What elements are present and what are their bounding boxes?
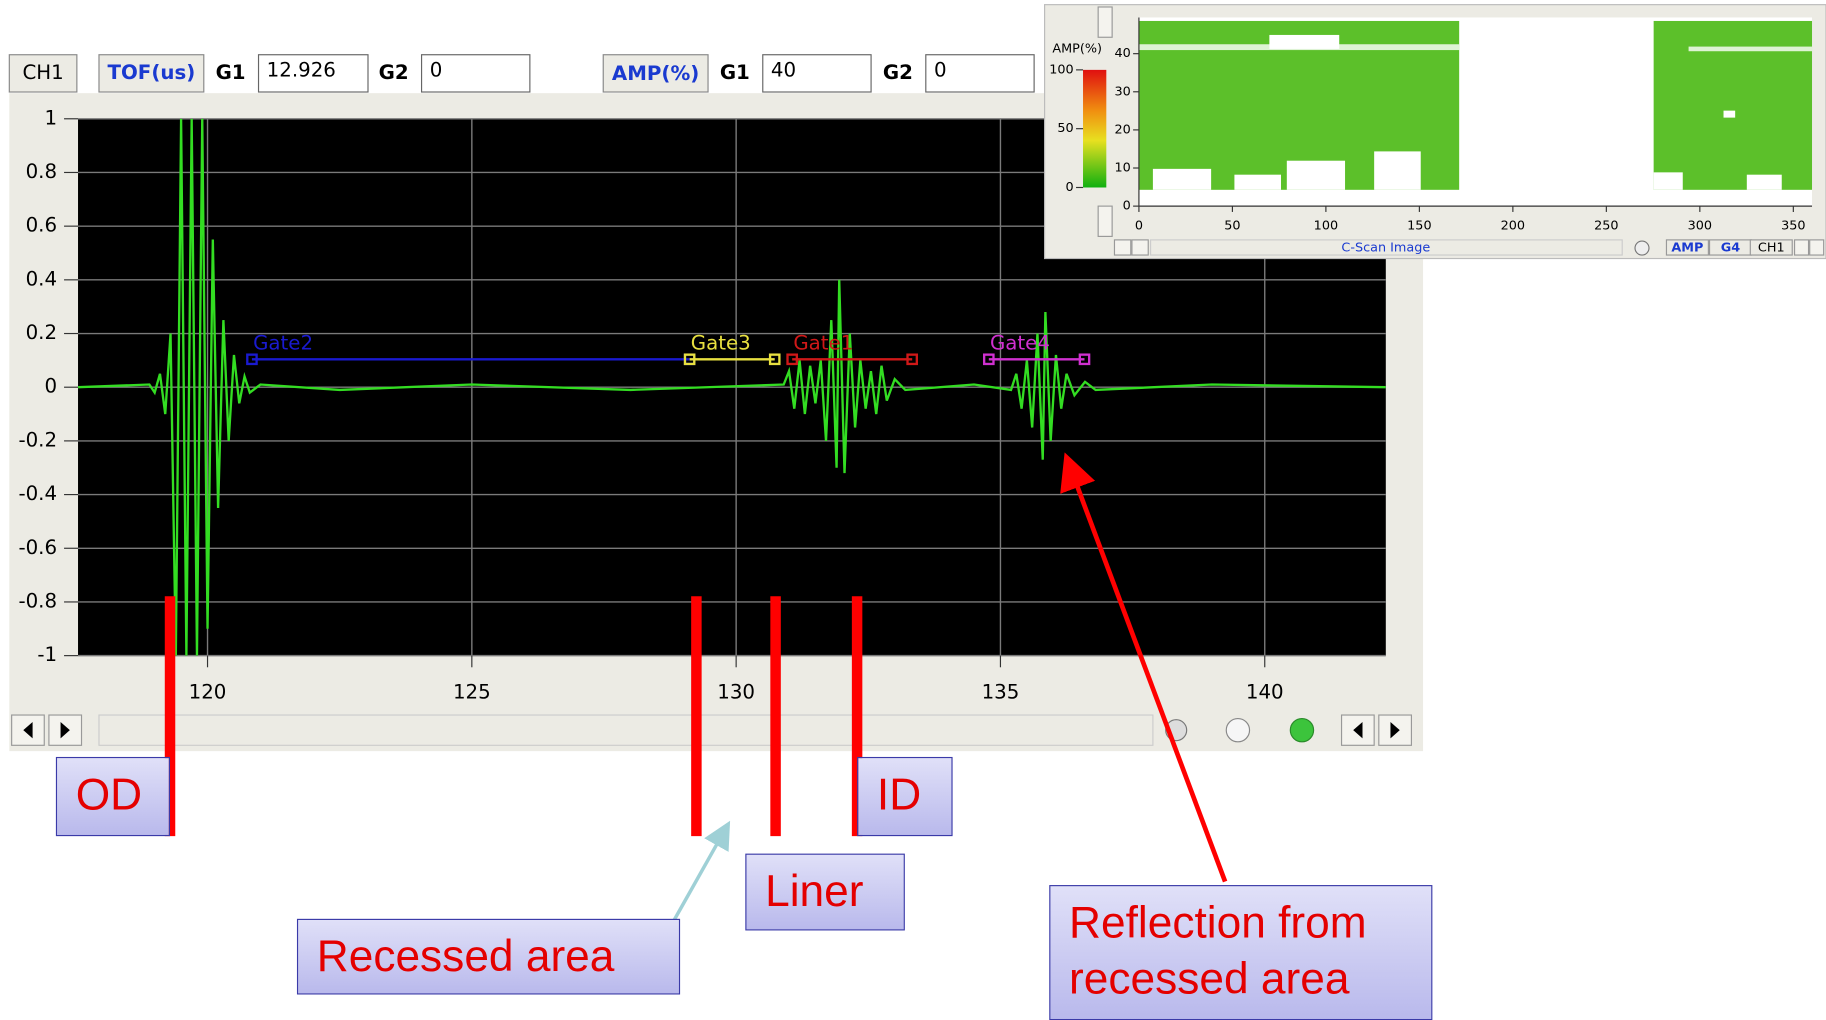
screen: CH1 TOF(us) G1 12.926 G2 0 AMP(%) G1 40 …: [0, 0, 1826, 1020]
annotation: ID: [857, 757, 952, 836]
marker-lines: [170, 596, 857, 836]
annotation: Liner: [745, 854, 905, 931]
annotation-layer: [0, 0, 1826, 1020]
arrow: [1068, 461, 1225, 881]
annotation: Recessed area: [297, 919, 680, 995]
annotation: OD: [56, 757, 170, 836]
arrow: [670, 827, 727, 928]
annotation: Reflection from recessed area: [1049, 885, 1432, 1020]
